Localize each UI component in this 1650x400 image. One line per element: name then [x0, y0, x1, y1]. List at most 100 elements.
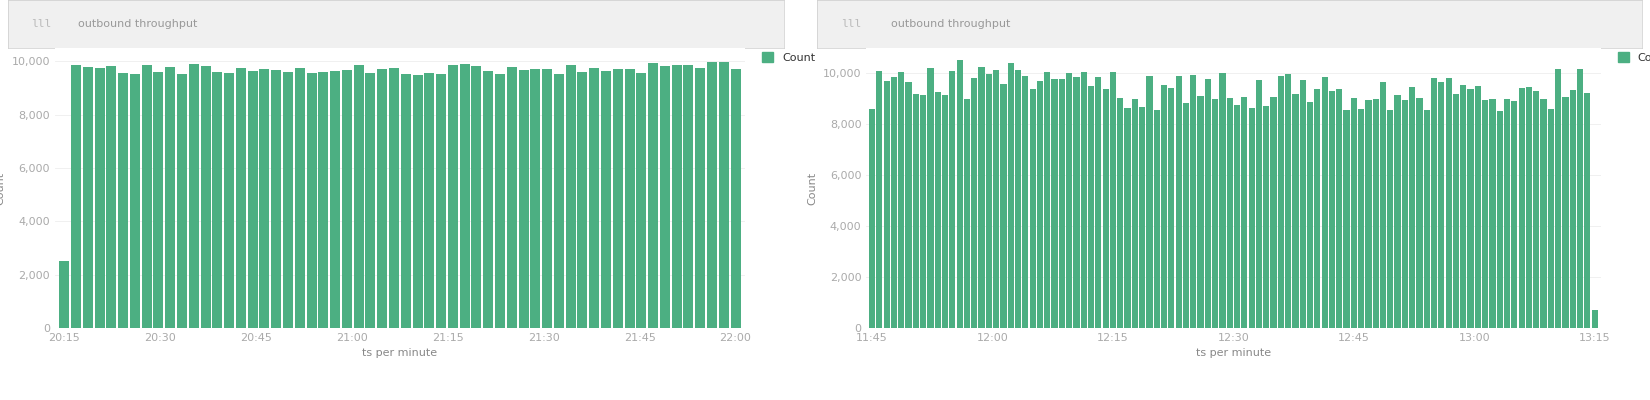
Bar [612, 69, 622, 328]
Bar [934, 92, 940, 328]
Bar [284, 72, 294, 328]
Bar [188, 64, 198, 328]
Bar [1147, 76, 1153, 328]
Bar [1541, 99, 1546, 328]
Bar [870, 109, 875, 328]
Bar [1153, 110, 1160, 328]
Bar [876, 71, 883, 328]
Bar [1439, 82, 1444, 328]
Bar [236, 68, 246, 328]
Bar [1264, 106, 1269, 328]
Bar [1277, 76, 1284, 328]
Bar [898, 72, 904, 328]
Bar [1117, 98, 1124, 328]
Bar [1270, 97, 1277, 328]
Bar [353, 65, 363, 328]
Bar [518, 70, 528, 328]
Bar [706, 62, 718, 328]
Bar [1518, 88, 1525, 328]
Bar [119, 73, 129, 328]
Bar [1008, 64, 1013, 328]
Bar [424, 73, 434, 328]
X-axis label: ts per minute: ts per minute [1196, 348, 1270, 358]
Bar [1548, 109, 1554, 328]
Bar [1526, 87, 1533, 328]
Bar [927, 68, 934, 328]
Bar [389, 68, 399, 328]
Bar [201, 66, 211, 328]
Bar [683, 65, 693, 328]
Bar [1285, 74, 1292, 328]
Bar [460, 64, 470, 328]
Bar [1511, 101, 1518, 328]
Bar [1490, 99, 1495, 328]
Bar [318, 72, 328, 328]
Bar [1577, 69, 1582, 328]
Bar [248, 72, 257, 328]
Bar [1132, 99, 1138, 328]
Bar [1475, 86, 1482, 328]
Bar [224, 73, 234, 328]
Bar [1036, 82, 1043, 328]
Text: outbound throughput: outbound throughput [891, 19, 1010, 29]
Bar [1373, 99, 1379, 328]
Bar [271, 70, 281, 328]
Bar [295, 68, 305, 328]
Bar [259, 69, 269, 328]
Bar [436, 74, 446, 328]
Bar [1138, 107, 1145, 328]
Bar [1416, 98, 1422, 328]
Bar [1183, 103, 1190, 328]
Bar [1424, 110, 1431, 328]
Bar [978, 67, 985, 328]
Bar [1051, 79, 1058, 328]
Bar [589, 68, 599, 328]
Bar [566, 65, 576, 328]
Bar [1110, 72, 1115, 328]
Bar [1102, 89, 1109, 328]
Bar [106, 66, 116, 328]
Bar [1059, 80, 1064, 328]
Bar [637, 73, 647, 328]
Bar [1328, 91, 1335, 328]
Bar [1044, 72, 1051, 328]
Bar [942, 95, 949, 328]
Bar [1198, 96, 1203, 328]
Bar [330, 71, 340, 328]
Bar [447, 64, 459, 328]
Bar [130, 74, 140, 328]
Bar [601, 71, 610, 328]
Bar [921, 96, 926, 328]
Bar [1023, 76, 1028, 328]
Bar [1569, 90, 1576, 328]
Bar [1074, 77, 1079, 328]
Bar [82, 67, 92, 328]
Bar [1087, 86, 1094, 328]
Bar [731, 69, 741, 328]
Bar [94, 68, 104, 328]
Y-axis label: Count: Count [0, 172, 7, 204]
Bar [1351, 98, 1356, 328]
Text: lll: lll [31, 19, 51, 29]
Bar [964, 99, 970, 328]
Bar [1365, 100, 1371, 328]
Bar [530, 69, 540, 328]
Bar [483, 72, 493, 328]
Bar [1388, 110, 1393, 328]
Bar [495, 74, 505, 328]
Bar [1343, 110, 1350, 328]
Bar [1030, 89, 1036, 328]
Bar [1402, 100, 1407, 328]
Bar [719, 62, 729, 328]
Bar [906, 82, 912, 328]
Bar [912, 94, 919, 328]
Bar [578, 72, 587, 328]
Bar [1554, 69, 1561, 328]
Bar [554, 74, 564, 328]
Bar [1533, 91, 1539, 328]
Bar [1584, 92, 1591, 328]
Bar [1204, 79, 1211, 328]
Bar [1219, 73, 1226, 328]
Bar [1431, 78, 1437, 328]
Bar [1015, 70, 1021, 328]
